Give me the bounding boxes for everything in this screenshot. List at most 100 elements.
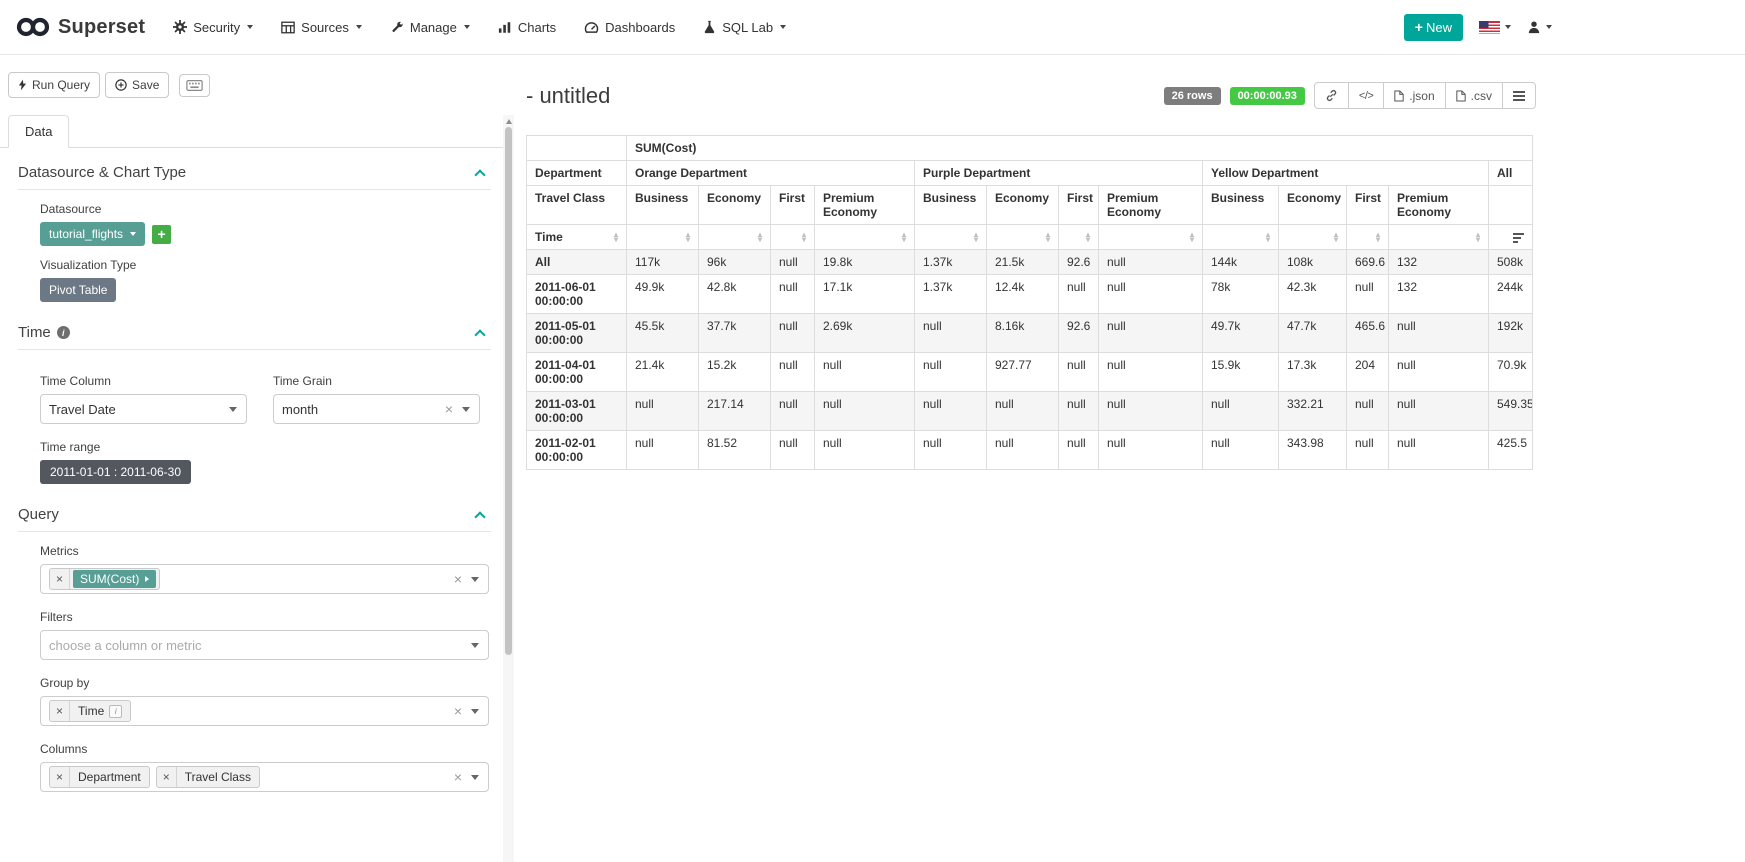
caret-down-icon[interactable] — [471, 774, 479, 780]
sort-icon[interactable]: ▴ ▾ — [1045, 230, 1050, 244]
caret-down-icon[interactable] — [471, 576, 479, 582]
pivot-sort-header[interactable]: ▴ ▾ — [698, 224, 771, 250]
edit-datasource-button[interactable]: + — [152, 224, 172, 244]
time-grain-select[interactable]: month × — [273, 394, 480, 424]
section-datasource-header[interactable]: Datasource & Chart Type — [18, 164, 491, 190]
chart-header: - untitled 26 rows 00:00:00.93 — [526, 82, 1544, 109]
section-time-header[interactable]: Time i — [18, 324, 491, 350]
nav-item-sources[interactable]: Sources — [281, 20, 362, 35]
lightning-icon — [18, 79, 27, 91]
caret-down-icon[interactable] — [471, 642, 479, 648]
pivot-value-cell: null — [1098, 430, 1203, 470]
caret-down-icon[interactable] — [471, 708, 479, 714]
pivot-time-header[interactable]: Time ▴ ▾ — [526, 224, 627, 250]
metric-chip[interactable]: SUM(Cost) — [73, 570, 157, 588]
pivot-value-cell: 96k — [698, 249, 771, 275]
section-query-header[interactable]: Query — [18, 506, 491, 532]
time-column-select[interactable]: Travel Date — [40, 394, 247, 424]
sort-icon[interactable]: ▴ ▾ — [1375, 230, 1380, 244]
user-menu[interactable] — [1527, 20, 1552, 34]
pivot-value-cell: null — [770, 313, 815, 353]
pivot-sort-header[interactable]: ▴ ▾ — [1202, 224, 1279, 250]
viz-type-selector[interactable]: Pivot Table — [40, 278, 117, 302]
pivot-sort-header[interactable]: ▴ ▾ — [914, 224, 987, 250]
sort-icon[interactable]: ▴ ▾ — [801, 230, 806, 244]
sort-icon[interactable]: ▴ ▾ — [613, 230, 618, 244]
pivot-sort-header[interactable]: ▴ ▾ — [1388, 224, 1489, 250]
share-link-button[interactable] — [1313, 82, 1349, 109]
superset-brand[interactable]: Superset — [15, 16, 145, 39]
tab-data[interactable]: Data — [8, 115, 70, 148]
sort-icon[interactable]: ▴ ▾ — [1265, 230, 1270, 244]
remove-tag-icon[interactable]: × — [50, 701, 71, 721]
nav-item-sql-lab[interactable]: SQL Lab — [703, 20, 787, 35]
run-query-button[interactable]: Run Query — [8, 72, 101, 98]
nav-item-security[interactable]: Security — [173, 20, 254, 35]
clear-icon[interactable]: × — [453, 769, 462, 785]
sort-icon[interactable]: ▴ ▾ — [1085, 230, 1090, 244]
file-icon — [1394, 90, 1404, 102]
collapse-chevron-icon[interactable] — [474, 510, 486, 523]
pivot-value-cell: null — [770, 391, 815, 431]
pivot-sort-header[interactable]: ▴ ▾ — [986, 224, 1059, 250]
scroll-up-arrow-icon[interactable] — [505, 119, 512, 124]
pivot-sort-header[interactable] — [1487, 224, 1534, 250]
filters-select[interactable]: choose a column or metric — [40, 630, 489, 660]
collapse-chevron-icon[interactable] — [474, 328, 486, 341]
pivot-value-cell: null — [1058, 391, 1099, 431]
language-selector[interactable] — [1479, 20, 1511, 34]
pivot-sort-header[interactable]: ▴ ▾ — [1278, 224, 1347, 250]
nav-item-manage[interactable]: Manage — [390, 20, 470, 35]
remove-tag-icon[interactable]: × — [50, 767, 71, 787]
export-json-button[interactable]: .json — [1383, 82, 1446, 109]
sort-amount-icon[interactable] — [1513, 233, 1525, 243]
pivot-sort-header[interactable]: ▴ ▾ — [1346, 224, 1389, 250]
pivot-metric-header: SUM(Cost) — [625, 135, 1534, 161]
pivot-value-cell: 508k — [1487, 249, 1534, 275]
clear-icon[interactable]: × — [453, 571, 462, 587]
scrollbar-thumb[interactable] — [505, 127, 512, 655]
export-csv-button[interactable]: .csv — [1444, 82, 1503, 109]
pivot-sort-header[interactable]: ▴ ▾ — [626, 224, 699, 250]
keyboard-shortcuts-button[interactable] — [179, 73, 211, 97]
time-range-selector[interactable]: 2011-01-01 : 2011-06-30 — [40, 460, 191, 484]
caret-down-icon — [463, 25, 470, 29]
sort-icon[interactable]: ▴ ▾ — [757, 230, 762, 244]
caret-down-icon[interactable] — [462, 406, 470, 412]
nav-item-charts[interactable]: Charts — [498, 20, 556, 35]
datasource-selector[interactable]: tutorial_flights — [40, 222, 146, 246]
columns-select[interactable]: × Department × Travel Class × — [40, 762, 489, 792]
groupby-select[interactable]: × Time i × — [40, 696, 489, 726]
sort-icon[interactable]: ▴ ▾ — [1333, 230, 1338, 244]
save-button[interactable]: Save — [105, 72, 170, 98]
new-button[interactable]: + New — [1403, 13, 1463, 41]
sort-icon[interactable]: ▴ ▾ — [901, 230, 906, 244]
left-panel-scrollbar[interactable] — [503, 55, 514, 862]
nav-item-dashboards[interactable]: Dashboards — [584, 20, 675, 35]
sort-icon[interactable]: ▴ ▾ — [973, 230, 978, 244]
pivot-value-cell: 42.3k — [1278, 274, 1347, 314]
pivot-sort-header[interactable]: ▴ ▾ — [1058, 224, 1099, 250]
caret-down-icon[interactable] — [229, 406, 237, 412]
chart-menu-button[interactable] — [1502, 82, 1536, 109]
metric-tag: × SUM(Cost) — [49, 568, 161, 590]
pivot-row-label: 2011-02-01 00:00:00 — [526, 430, 627, 470]
sort-icon[interactable]: ▴ ▾ — [1189, 230, 1194, 244]
clear-icon[interactable]: × — [453, 703, 462, 719]
pivot-value-cell: null — [814, 430, 915, 470]
remove-tag-icon[interactable]: × — [157, 767, 177, 787]
pivot-value-cell: 204 — [1346, 352, 1389, 392]
pivot-value-cell: 81.52 — [698, 430, 771, 470]
view-query-button[interactable]: </> — [1347, 82, 1385, 109]
pivot-sort-header[interactable]: ▴ ▾ — [814, 224, 915, 250]
table-icon — [281, 21, 295, 34]
clear-icon[interactable]: × — [444, 401, 453, 417]
sort-icon[interactable]: ▴ ▾ — [1475, 230, 1480, 244]
sort-icon[interactable]: ▴ ▾ — [685, 230, 690, 244]
pivot-sort-header[interactable]: ▴ ▾ — [770, 224, 815, 250]
metrics-select[interactable]: × SUM(Cost) × — [40, 564, 489, 594]
pivot-sort-header[interactable]: ▴ ▾ — [1098, 224, 1203, 250]
collapse-chevron-icon[interactable] — [474, 168, 486, 181]
pivot-department-header: Orange Department — [626, 160, 915, 186]
remove-tag-icon[interactable]: × — [50, 569, 71, 589]
